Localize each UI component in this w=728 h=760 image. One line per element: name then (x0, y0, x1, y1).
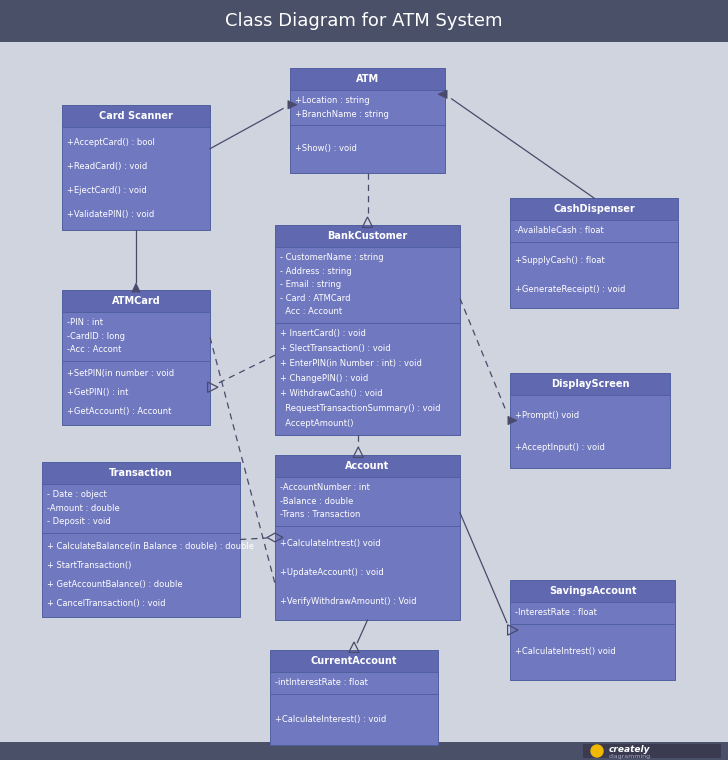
FancyBboxPatch shape (62, 127, 210, 230)
Text: + EnterPIN(in Number : int) : void: + EnterPIN(in Number : int) : void (280, 359, 422, 369)
Text: - Card : ATMCard: - Card : ATMCard (280, 294, 350, 302)
FancyBboxPatch shape (275, 477, 460, 525)
Text: -Amount : double: -Amount : double (47, 504, 119, 513)
FancyBboxPatch shape (275, 322, 460, 435)
FancyBboxPatch shape (42, 533, 240, 617)
FancyBboxPatch shape (275, 525, 460, 620)
Text: RequestTransactionSummary() : void: RequestTransactionSummary() : void (280, 404, 440, 413)
FancyBboxPatch shape (270, 693, 438, 745)
FancyBboxPatch shape (290, 90, 445, 125)
Text: + StartTransaction(): + StartTransaction() (47, 561, 131, 570)
Text: creately: creately (609, 746, 651, 755)
Text: +GenerateReceipt() : void: +GenerateReceipt() : void (515, 285, 625, 294)
FancyBboxPatch shape (62, 360, 210, 425)
FancyBboxPatch shape (62, 290, 210, 312)
Text: Transaction: Transaction (109, 468, 173, 478)
FancyBboxPatch shape (510, 580, 675, 602)
Text: +Show() : void: +Show() : void (295, 144, 357, 154)
Text: + CancelTransaction() : void: + CancelTransaction() : void (47, 599, 165, 608)
Text: +EjectCard() : void: +EjectCard() : void (67, 186, 147, 195)
Polygon shape (438, 90, 447, 99)
Text: +ValidatePIN() : void: +ValidatePIN() : void (67, 210, 154, 219)
Text: + CalculateBalance(in Balance : double) : double: + CalculateBalance(in Balance : double) … (47, 542, 254, 550)
FancyBboxPatch shape (510, 623, 675, 680)
Text: +Prompt() void: +Prompt() void (515, 410, 579, 420)
Text: +SupplyCash() : float: +SupplyCash() : float (515, 255, 605, 264)
Text: -intInterestRate : float: -intInterestRate : float (275, 678, 368, 687)
FancyBboxPatch shape (275, 455, 460, 477)
Text: +ReadCard() : void: +ReadCard() : void (67, 162, 147, 171)
Polygon shape (132, 283, 141, 292)
FancyBboxPatch shape (270, 650, 438, 672)
Text: -AvailableCash : float: -AvailableCash : float (515, 226, 604, 236)
Text: Card Scanner: Card Scanner (99, 111, 173, 121)
Text: - Date : object: - Date : object (47, 490, 107, 499)
Text: + InsertCard() : void: + InsertCard() : void (280, 330, 366, 338)
FancyBboxPatch shape (62, 312, 210, 360)
Text: Account: Account (345, 461, 389, 471)
Text: ATMCard: ATMCard (111, 296, 160, 306)
Text: CurrentAccount: CurrentAccount (311, 656, 397, 666)
Polygon shape (288, 100, 297, 109)
Text: -PIN : int: -PIN : int (67, 318, 103, 328)
Text: -Trans : Transaction: -Trans : Transaction (280, 510, 360, 519)
Text: SavingsAccount: SavingsAccount (549, 586, 636, 596)
FancyBboxPatch shape (290, 125, 445, 173)
FancyBboxPatch shape (290, 68, 445, 90)
Text: +CalculateIntrest() void: +CalculateIntrest() void (515, 648, 616, 656)
Text: + ChangePIN() : void: + ChangePIN() : void (280, 374, 368, 383)
FancyBboxPatch shape (62, 105, 210, 127)
FancyBboxPatch shape (510, 395, 670, 468)
Text: + SlectTransaction() : void: + SlectTransaction() : void (280, 344, 391, 353)
Text: Acc : Account: Acc : Account (280, 307, 342, 316)
Text: -InterestRate : float: -InterestRate : float (515, 608, 597, 617)
Text: - Email : string: - Email : string (280, 280, 341, 290)
FancyBboxPatch shape (510, 242, 678, 308)
Text: - Deposit : void: - Deposit : void (47, 518, 111, 526)
FancyBboxPatch shape (275, 225, 460, 247)
Text: - Address : string: - Address : string (280, 267, 352, 276)
Text: +AcceptCard() : bool: +AcceptCard() : bool (67, 138, 155, 147)
Text: - CustomerName : string: - CustomerName : string (280, 253, 384, 262)
FancyBboxPatch shape (275, 247, 460, 322)
FancyBboxPatch shape (0, 742, 728, 760)
Text: CashDispenser: CashDispenser (553, 204, 635, 214)
FancyBboxPatch shape (510, 602, 675, 623)
FancyBboxPatch shape (42, 484, 240, 533)
Text: +VerifyWithdrawAmount() : Void: +VerifyWithdrawAmount() : Void (280, 597, 416, 606)
Text: +UpdateAccount() : void: +UpdateAccount() : void (280, 568, 384, 578)
Polygon shape (508, 416, 517, 425)
Text: +AcceptInput() : void: +AcceptInput() : void (515, 443, 605, 452)
Text: Class Diagram for ATM System: Class Diagram for ATM System (225, 12, 503, 30)
Text: ATM: ATM (356, 74, 379, 84)
Text: DisplayScreen: DisplayScreen (551, 379, 629, 389)
Text: -AccountNumber : int: -AccountNumber : int (280, 483, 370, 492)
Text: + GetAccountBalance() : double: + GetAccountBalance() : double (47, 580, 183, 589)
FancyBboxPatch shape (583, 744, 721, 758)
FancyBboxPatch shape (510, 198, 678, 220)
Text: diagramming: diagramming (609, 754, 651, 759)
Text: +SetPIN(in number : void: +SetPIN(in number : void (67, 369, 174, 378)
FancyBboxPatch shape (510, 220, 678, 242)
Text: +CalculateIntrest() void: +CalculateIntrest() void (280, 540, 381, 549)
Text: + WithdrawCash() : void: + WithdrawCash() : void (280, 389, 383, 398)
Text: +CalculateInterest() : void: +CalculateInterest() : void (275, 714, 387, 724)
Text: AcceptAmount(): AcceptAmount() (280, 419, 354, 428)
Text: -Acc : Accont: -Acc : Accont (67, 345, 122, 354)
Text: +BranchName : string: +BranchName : string (295, 109, 389, 119)
FancyBboxPatch shape (510, 373, 670, 395)
FancyBboxPatch shape (0, 0, 728, 42)
Text: +GetAccount() : Account: +GetAccount() : Account (67, 407, 171, 416)
FancyBboxPatch shape (270, 672, 438, 693)
Text: +Location : string: +Location : string (295, 97, 370, 105)
Text: BankCustomer: BankCustomer (328, 231, 408, 241)
Circle shape (591, 745, 603, 757)
Text: -CardID : long: -CardID : long (67, 332, 125, 340)
Text: +GetPIN() : int: +GetPIN() : int (67, 388, 128, 397)
FancyBboxPatch shape (42, 462, 240, 484)
Text: -Balance : double: -Balance : double (280, 497, 353, 505)
